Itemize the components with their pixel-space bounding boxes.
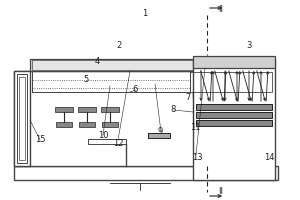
Text: 8: 8 [170,106,176,114]
Text: 7: 7 [185,94,190,102]
Bar [30,59,258,71]
Bar [196,104,272,110]
Bar [196,112,272,118]
Text: 6: 6 [132,86,137,95]
Bar [101,107,119,112]
Text: II: II [218,186,223,196]
Bar [14,71,30,166]
Bar [17,74,27,163]
Bar [196,120,272,126]
Bar [32,80,190,88]
Bar [14,71,259,166]
Bar [190,72,272,92]
Bar [88,139,126,144]
Text: 1: 1 [142,9,147,19]
Text: 13: 13 [192,152,202,162]
Bar [19,77,25,160]
Text: 10: 10 [98,130,109,140]
Text: 11: 11 [190,123,200,132]
Bar [148,133,170,138]
Text: 4: 4 [95,58,100,66]
Bar [14,166,278,180]
Bar [56,122,72,127]
Text: 2: 2 [116,40,121,49]
Text: 9: 9 [157,128,162,136]
Text: 5: 5 [83,75,88,84]
Bar [79,122,95,127]
Text: 15: 15 [35,136,46,144]
Bar [32,60,256,70]
Bar [102,122,118,127]
Bar [193,56,275,68]
Text: 14: 14 [264,152,274,162]
Bar [193,60,275,180]
Text: 3: 3 [246,40,251,49]
Bar [55,107,73,112]
Text: 12: 12 [113,138,124,148]
Bar [78,107,96,112]
Text: II: II [218,4,223,14]
Bar [32,71,190,92]
